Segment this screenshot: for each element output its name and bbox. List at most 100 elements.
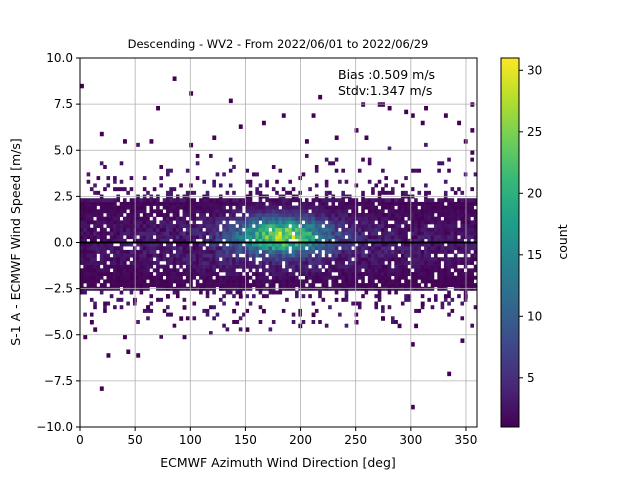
heatmap-bin [298, 242, 302, 247]
heatmap-bin [106, 209, 111, 214]
heatmap-bin [357, 231, 362, 236]
heatmap-bin [427, 216, 431, 221]
heatmap-bin [99, 216, 104, 221]
heatmap-bin [265, 279, 269, 284]
heatmap-bin [136, 353, 141, 358]
heatmap-bin [215, 283, 220, 288]
heatmap-bin [232, 279, 236, 284]
heatmap-bin [182, 205, 187, 210]
heatmap-bin [156, 201, 160, 206]
chart-title: Descending - WV2 - From 2022/06/01 to 20… [128, 37, 429, 51]
heatmap-bin [304, 227, 309, 232]
heatmap-bin [443, 212, 448, 217]
heatmap-bin [281, 275, 286, 280]
heatmap-bin [123, 198, 127, 203]
heatmap-bin [390, 227, 395, 232]
heatmap-bin [228, 238, 233, 243]
heatmap-bin [205, 272, 210, 277]
heatmap-bin [351, 209, 355, 214]
heatmap-bin [344, 220, 349, 225]
heatmap-bin [338, 272, 342, 277]
heatmap-bin [136, 216, 140, 221]
heatmap-bin [261, 257, 266, 262]
heatmap-bin [457, 249, 461, 254]
heatmap-bin [202, 235, 207, 240]
heatmap-bin [404, 253, 408, 258]
heatmap-bin [265, 235, 269, 240]
heatmap-bin [268, 249, 273, 254]
heatmap-bin [387, 279, 392, 284]
heatmap-bin [96, 212, 101, 217]
heatmap-bin [119, 246, 124, 251]
heatmap-bin [367, 224, 372, 229]
heatmap-bin [301, 216, 306, 221]
heatmap-bin [192, 260, 197, 265]
heatmap-bin [354, 224, 359, 229]
heatmap-bin [96, 190, 101, 195]
heatmap-bin [295, 216, 299, 221]
heatmap-bin [89, 231, 94, 236]
heatmap-bin [169, 224, 173, 229]
heatmap-bin [344, 294, 349, 299]
heatmap-bin [381, 242, 385, 247]
heatmap-bin [288, 220, 293, 225]
heatmap-bin [119, 187, 124, 192]
heatmap-bin [447, 290, 451, 295]
heatmap-bin [106, 353, 111, 358]
heatmap-bin [361, 209, 365, 214]
heatmap-bin [175, 242, 180, 247]
heatmap-bin [228, 260, 233, 265]
heatmap-bin [252, 294, 256, 299]
heatmap-bin [364, 257, 369, 262]
heatmap-bin [80, 83, 84, 89]
heatmap-bin [119, 242, 124, 247]
heatmap-bin [215, 264, 220, 269]
heatmap-bin [238, 205, 243, 210]
heatmap-bin [473, 220, 478, 225]
heatmap-bin [169, 275, 173, 280]
heatmap-bin [364, 264, 369, 269]
heatmap-bin [367, 209, 372, 214]
heatmap-bin [427, 212, 431, 217]
heatmap-bin [291, 268, 296, 273]
heatmap-bin [235, 253, 240, 258]
heatmap-bin [175, 249, 180, 254]
heatmap-bin [113, 264, 117, 269]
heatmap-bin [417, 283, 422, 288]
heatmap-bin [410, 113, 415, 118]
heatmap-bin [367, 264, 372, 269]
heatmap-bin [400, 235, 405, 240]
heatmap-bin [341, 264, 345, 269]
heatmap-bin [195, 161, 200, 166]
heatmap-bin [308, 275, 312, 280]
heatmap-bin [136, 142, 140, 147]
heatmap-bin [404, 272, 408, 277]
heatmap-bin [285, 260, 289, 265]
heatmap-bin [324, 209, 329, 214]
heatmap-bin [192, 235, 197, 240]
heatmap-bin [453, 283, 458, 288]
heatmap-bin [347, 231, 352, 236]
heatmap-bin [268, 205, 273, 210]
heatmap-bin [384, 212, 388, 217]
heatmap-bin [298, 216, 302, 221]
heatmap-bin [427, 257, 431, 262]
heatmap-bin [156, 246, 160, 251]
heatmap-bin [318, 231, 322, 236]
heatmap-bin [281, 279, 286, 284]
heatmap-bin [457, 275, 461, 280]
heatmap-bin [328, 161, 332, 166]
heatmap-bin [308, 260, 312, 265]
heatmap-bin [450, 187, 455, 192]
heatmap-bin [400, 190, 405, 195]
heatmap-bin [473, 201, 478, 206]
heatmap-bin [245, 264, 250, 269]
heatmap-bin [268, 253, 273, 258]
heatmap-bin [242, 275, 246, 280]
heatmap-bin [447, 224, 451, 229]
heatmap-bin [447, 209, 451, 214]
heatmap-bin [318, 290, 322, 295]
heatmap-bin [132, 209, 137, 214]
heatmap-bin [113, 279, 117, 284]
heatmap-bin [123, 257, 127, 262]
